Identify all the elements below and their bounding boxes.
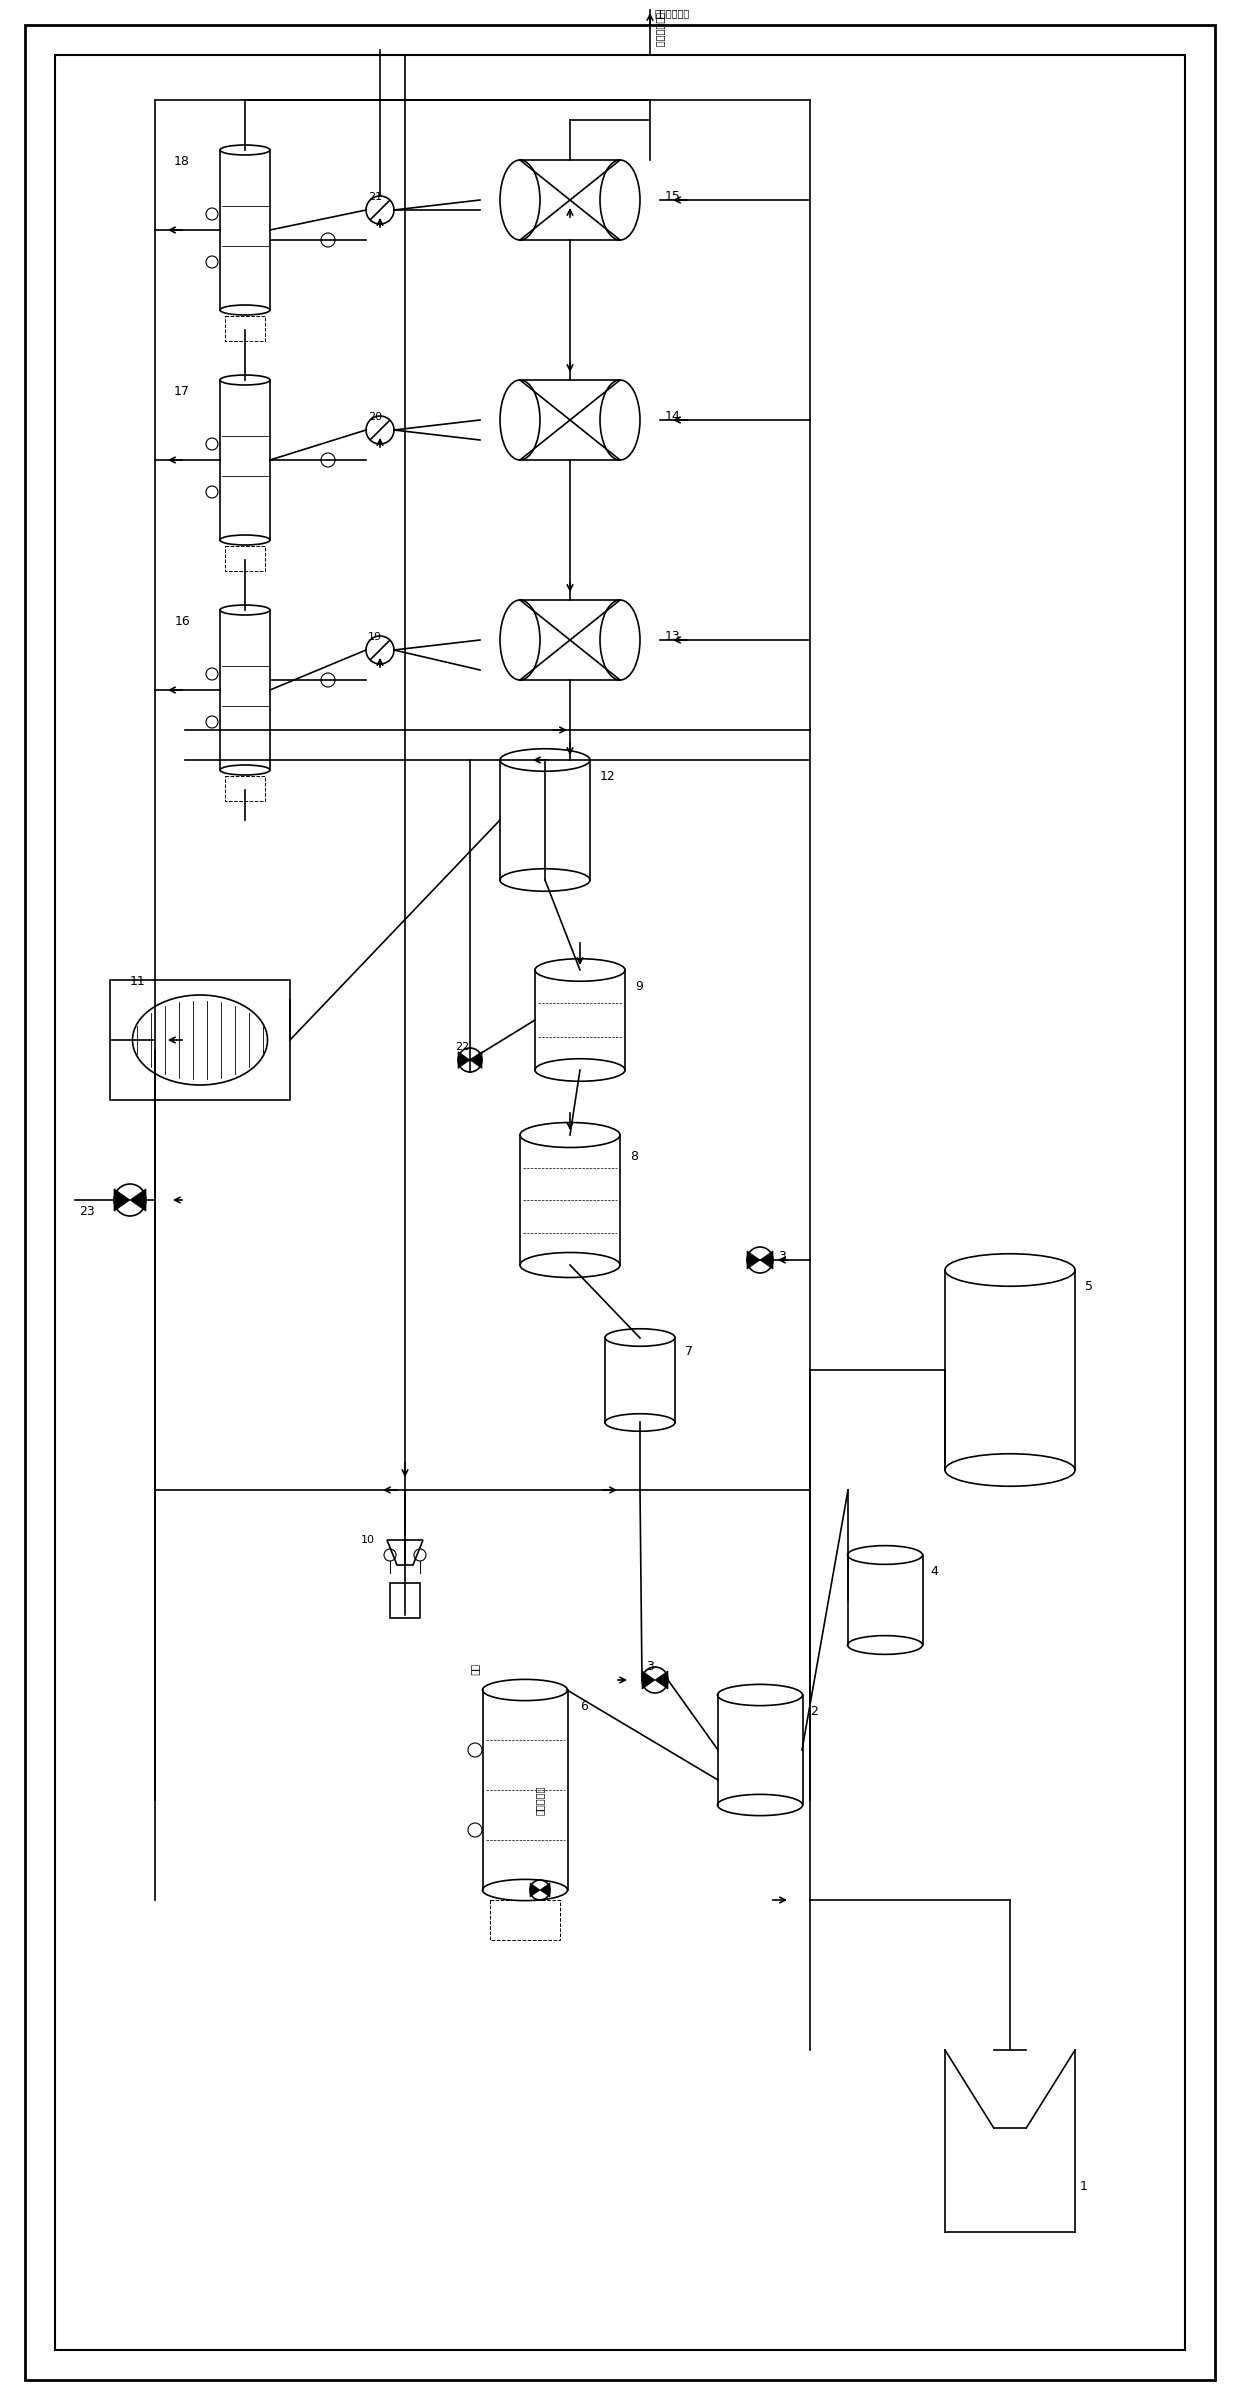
Bar: [224, 774, 265, 801]
Polygon shape: [458, 1051, 470, 1068]
Text: 不凝性废气: 不凝性废气: [534, 1785, 546, 1816]
Text: 10: 10: [361, 1534, 374, 1544]
Polygon shape: [470, 1051, 482, 1068]
Bar: [391, 1582, 420, 1619]
Bar: [224, 546, 265, 570]
Text: 19: 19: [368, 633, 382, 642]
Polygon shape: [655, 1671, 668, 1688]
Text: 8: 8: [630, 1150, 639, 1164]
Text: 20: 20: [368, 411, 382, 421]
Text: 成品氯化亚砜: 成品氯化亚砜: [655, 12, 665, 48]
Text: 15: 15: [665, 190, 681, 202]
Bar: [224, 315, 265, 342]
Polygon shape: [746, 1251, 760, 1270]
Polygon shape: [539, 1883, 551, 1898]
Polygon shape: [114, 1188, 130, 1212]
Text: 18: 18: [174, 154, 190, 168]
Text: 11: 11: [130, 974, 146, 988]
Text: 5: 5: [1085, 1279, 1092, 1294]
Text: 16: 16: [175, 616, 190, 628]
Text: 9: 9: [635, 979, 642, 993]
Text: 23: 23: [79, 1205, 95, 1217]
Bar: [110, 979, 290, 1099]
Polygon shape: [760, 1251, 773, 1270]
Text: 17: 17: [174, 385, 190, 397]
Text: 12: 12: [600, 770, 616, 784]
Text: 7: 7: [684, 1344, 693, 1359]
Text: 21: 21: [368, 192, 382, 202]
Polygon shape: [642, 1671, 655, 1688]
Bar: [490, 1900, 560, 1941]
Text: 3: 3: [646, 1659, 653, 1674]
Polygon shape: [529, 1883, 539, 1898]
Text: 1: 1: [1080, 2179, 1087, 2193]
Text: 6: 6: [580, 1700, 588, 1712]
Text: 2: 2: [810, 1705, 818, 1717]
Text: 14: 14: [665, 409, 681, 423]
Text: 4: 4: [930, 1566, 937, 1578]
Text: 成品氯化亚砜: 成品氯化亚砜: [655, 7, 691, 17]
Text: 13: 13: [665, 630, 681, 642]
Text: 3: 3: [777, 1251, 786, 1263]
Text: 硫磺: 硫磺: [470, 1664, 480, 1676]
Text: 22: 22: [455, 1041, 469, 1051]
Polygon shape: [130, 1188, 146, 1212]
